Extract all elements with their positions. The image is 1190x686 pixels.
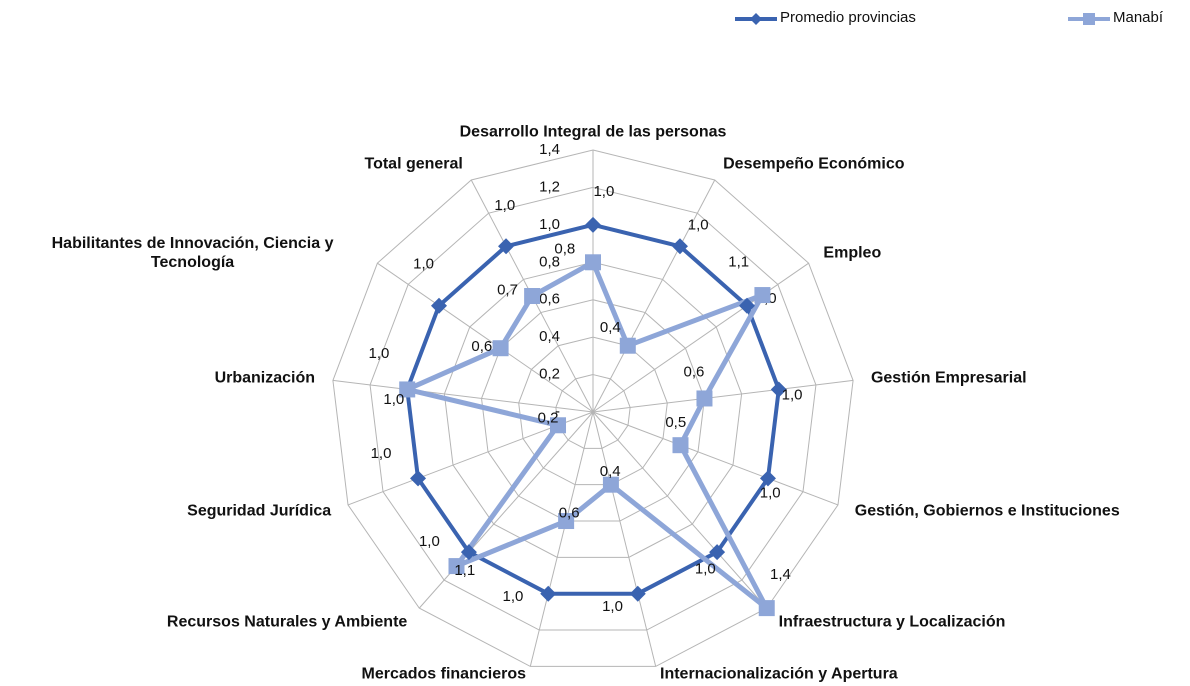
data-label: 1,0 xyxy=(688,216,709,233)
marker xyxy=(524,288,541,305)
marker xyxy=(399,381,416,398)
marker xyxy=(759,470,776,487)
r-tick-label: 1,4 xyxy=(539,141,560,158)
data-label: 1,0 xyxy=(602,598,623,615)
category-label: Recursos Naturales y Ambiente xyxy=(166,613,408,631)
r-tick-label: 0,4 xyxy=(539,328,560,345)
data-label: 1,0 xyxy=(760,484,781,501)
series-line xyxy=(404,259,770,611)
r-tick-label: - xyxy=(555,403,560,420)
spoke xyxy=(592,411,657,667)
data-label: 1,1 xyxy=(454,562,475,579)
data-label: 1,0 xyxy=(494,197,515,214)
category-label: Empleo xyxy=(823,244,882,262)
spoke xyxy=(418,411,594,609)
marker xyxy=(558,513,575,530)
category-label: Gestión Empresarial xyxy=(870,369,1027,387)
category-label: Mercados financieros xyxy=(361,665,526,683)
category-label: Internacionalización y Apertura xyxy=(660,665,898,683)
data-label: 0,6 xyxy=(471,338,492,355)
data-label: 1,4 xyxy=(770,566,791,583)
marker xyxy=(410,470,427,487)
marker xyxy=(709,544,726,561)
category-label: Gestión, Gobiernos e Instituciones xyxy=(854,502,1120,520)
marker xyxy=(671,238,688,255)
series-line xyxy=(405,222,781,596)
marker xyxy=(696,390,713,407)
data-label: 1,0 xyxy=(695,561,716,578)
grid-ring xyxy=(369,186,817,631)
marker xyxy=(492,340,509,357)
spoke xyxy=(332,379,594,413)
marker xyxy=(498,238,515,255)
r-tick-label: 0,6 xyxy=(539,291,560,308)
data-label: 1,0 xyxy=(593,183,614,200)
legend-label: Manabí xyxy=(1113,9,1164,26)
r-tick-label: 1,2 xyxy=(539,178,560,195)
data-label: 1,1 xyxy=(728,253,749,270)
data-label: 1,0 xyxy=(419,533,440,550)
spoke xyxy=(592,379,854,413)
category-label: Infraestructura y Localización xyxy=(778,613,1006,631)
spoke xyxy=(529,411,594,667)
data-label: 1,0 xyxy=(413,256,434,273)
marker xyxy=(758,600,775,617)
category-label: Habilitantes de Innovación, Ciencia y Te… xyxy=(51,234,334,271)
category-label: Desarrollo Integral de las personas xyxy=(459,123,727,141)
r-tick-label: 0,8 xyxy=(539,253,560,270)
grid-ring xyxy=(481,299,705,522)
grid-ring xyxy=(332,149,854,667)
data-label: 1,0 xyxy=(371,445,392,462)
marker xyxy=(672,437,689,454)
category-label: Urbanización xyxy=(214,369,316,387)
grid-ring xyxy=(518,336,668,486)
spoke xyxy=(592,411,839,506)
marker xyxy=(430,297,447,314)
marker xyxy=(460,544,477,561)
category-label: Desempeño Económico xyxy=(723,155,905,173)
r-tick-label: 1,0 xyxy=(539,216,560,233)
data-label: 0,5 xyxy=(665,414,686,431)
data-label: 1,0 xyxy=(502,588,523,605)
marker xyxy=(550,417,567,434)
data-label: 1,0 xyxy=(782,387,803,404)
spoke xyxy=(592,262,809,413)
marker xyxy=(754,287,771,304)
marker xyxy=(585,254,601,271)
data-label: 0,4 xyxy=(600,319,621,336)
marker xyxy=(629,585,646,602)
marker xyxy=(540,585,557,602)
grid-ring xyxy=(555,374,631,449)
marker xyxy=(602,476,619,493)
marker xyxy=(739,297,756,314)
spoke xyxy=(592,411,768,609)
data-label: 0,2 xyxy=(538,409,559,426)
data-label: 1,0 xyxy=(369,345,390,362)
grid-ring xyxy=(443,261,743,558)
marker xyxy=(448,558,465,575)
data-label: 0,6 xyxy=(559,504,580,521)
data-label: 1,0 xyxy=(383,391,404,408)
marker xyxy=(619,337,636,354)
legend-label: Promedio provincias xyxy=(780,9,916,26)
spoke xyxy=(592,179,716,413)
legend-marker xyxy=(1083,13,1095,25)
data-label: 0,6 xyxy=(684,364,705,381)
spoke xyxy=(377,262,594,413)
marker xyxy=(770,381,787,398)
category-label: Total general xyxy=(364,155,463,173)
category-label: Seguridad Jurídica xyxy=(187,502,332,520)
r-tick-label: 0,2 xyxy=(539,366,560,383)
data-label: 0,8 xyxy=(554,240,575,257)
marker xyxy=(585,216,601,233)
data-label: 0,7 xyxy=(497,281,518,298)
data-label: 0,4 xyxy=(600,463,621,480)
legend-marker xyxy=(750,13,762,25)
